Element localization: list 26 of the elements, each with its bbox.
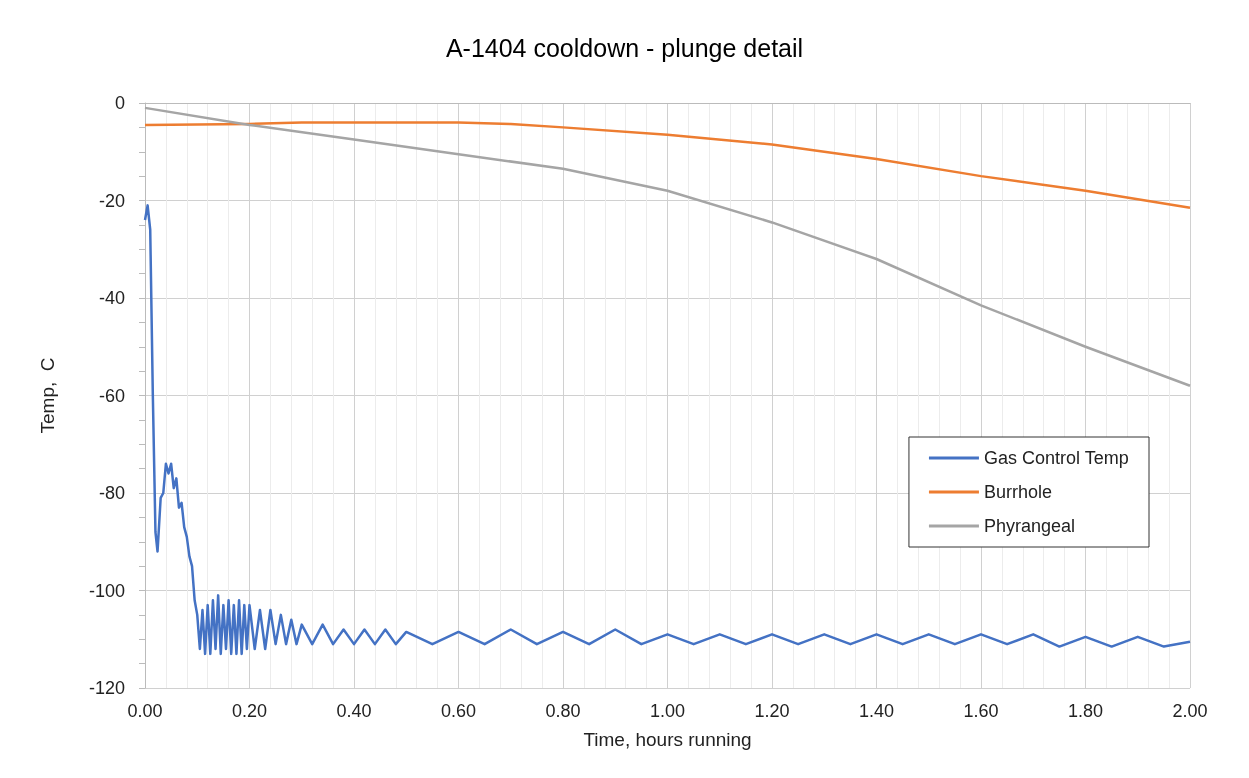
x-tick-label: 0.20: [231, 701, 268, 721]
x-tick-label: 1.60: [963, 701, 999, 721]
y-tick-label: -120: [88, 678, 125, 698]
x-tick-label: 2.00: [1172, 701, 1208, 721]
x-tick-label: 0.60: [440, 701, 477, 721]
legend-label: Phyrangeal: [983, 516, 1076, 536]
line-series: [143, 204, 1192, 656]
x-tick-label: 1.40: [858, 701, 895, 721]
x-tick-label: 0.00: [127, 701, 163, 721]
x-tick-label: 1.80: [1067, 701, 1104, 721]
y-tick-label: -40: [98, 288, 125, 308]
x-tick-label: 0.40: [336, 701, 372, 721]
x-tick-label: 0.80: [545, 701, 581, 721]
chart-title: A-1404 cooldown - plunge detail: [445, 33, 804, 62]
y-tick-label: 0: [114, 93, 125, 113]
x-axis-title: Time, hours running: [583, 729, 752, 750]
y-tick-label: -60: [98, 385, 125, 406]
y-tick-label: -20: [98, 190, 125, 211]
legend-label: Burrhole: [983, 482, 1052, 502]
x-tick-label: 1.20: [754, 701, 790, 721]
legend-label: Gas Control Temp: [983, 448, 1129, 468]
y-tick-label: -100: [88, 580, 125, 601]
line-series: [143, 121, 1192, 210]
y-axis-title: Temp, C: [37, 357, 58, 434]
x-tick-label: 1.00: [649, 701, 686, 721]
y-tick-label: -80: [98, 483, 125, 503]
